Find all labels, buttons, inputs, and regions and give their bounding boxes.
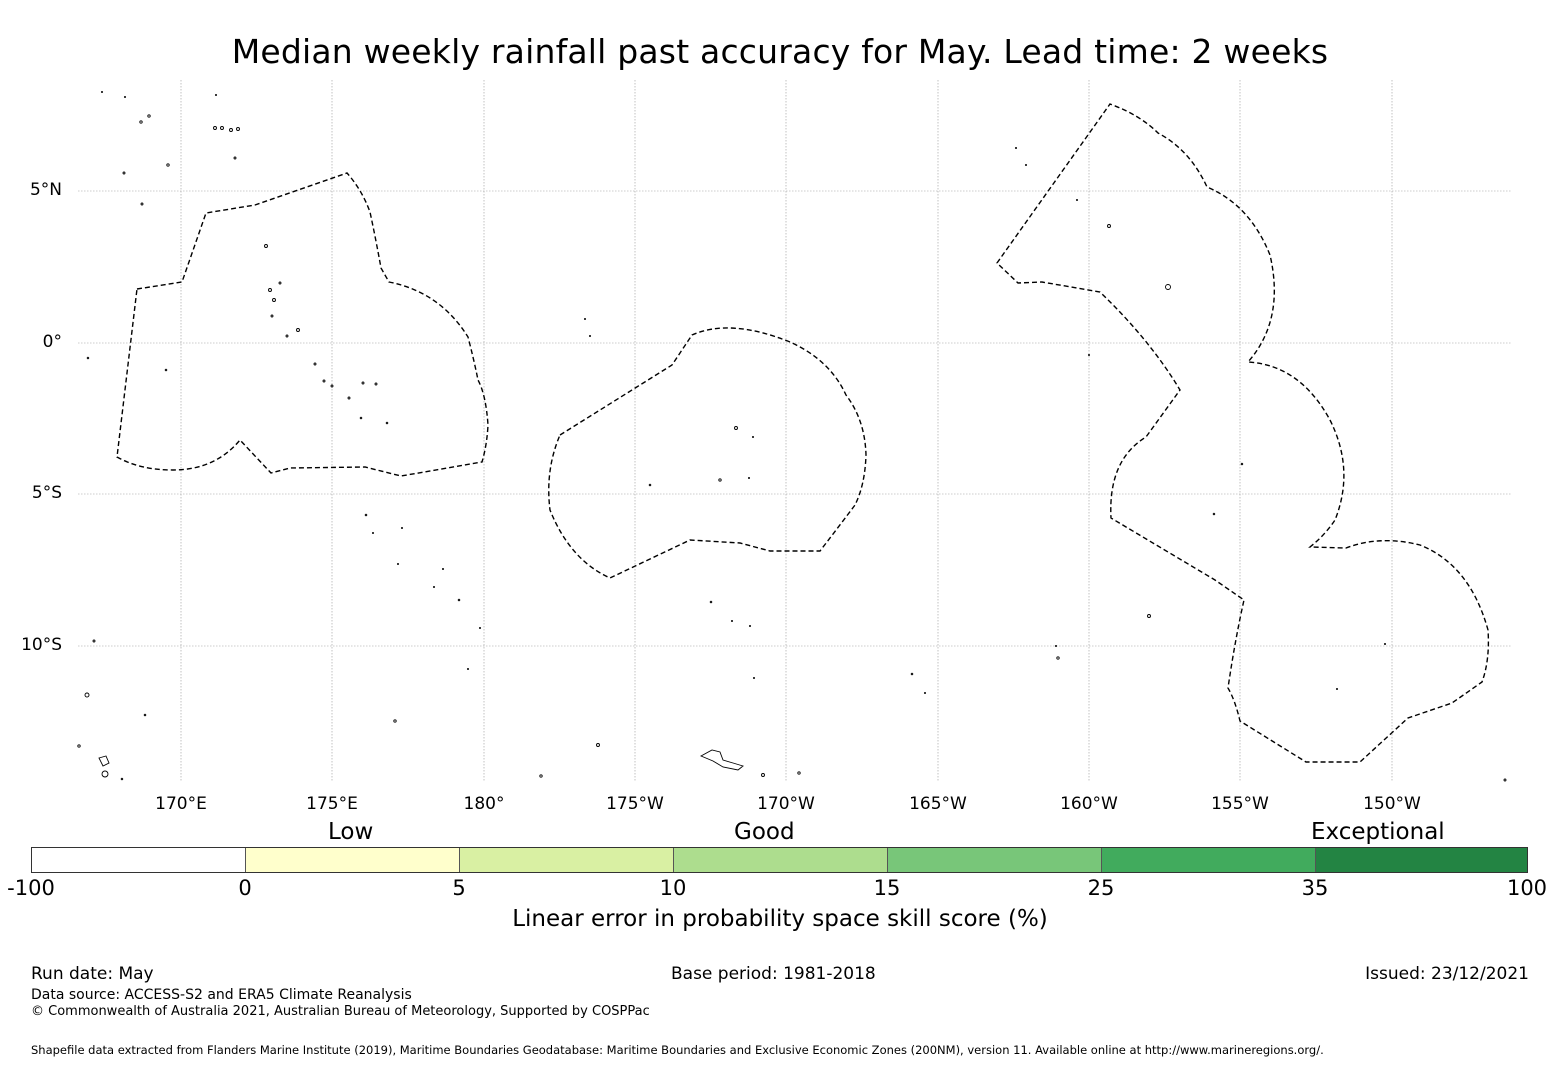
colorbar-tick: 5 [452,876,466,900]
colorbar-tick: 100 [1506,876,1548,900]
legend-category-exceptional: Exceptional [1311,819,1445,845]
legend-category-low: Low [328,819,374,845]
colorbar-segment [1102,848,1316,872]
colorbar-segment [888,848,1102,872]
colorbar-title: Linear error in probability space skill … [512,906,1048,932]
lon-label-150w: 150°W [1363,794,1421,814]
copyright-notice: © Commonwealth of Australia 2021, Austra… [31,1004,650,1019]
colorbar-tick: 10 [659,876,687,900]
colorbar-tick: 25 [1087,876,1115,900]
map-canvas [77,80,1512,782]
colorbar-tick: 0 [238,876,252,900]
lon-label-175e: 175°E [306,794,358,814]
islands [77,90,1507,782]
lon-label-180: 180° [463,794,505,814]
eez-boundary-central [548,327,867,579]
colorbar-tick: 35 [1301,876,1329,900]
lon-label-165w: 165°W [909,794,967,814]
base-period: Base period: 1981-2018 [671,964,876,984]
lat-label-5s: 5°S [31,483,62,503]
eez-boundary-east [996,103,1490,763]
gridlines [78,80,1512,782]
lat-label-5n: 5°N [29,180,62,200]
colorbar-segment [460,848,674,872]
colorbar-segment [246,848,460,872]
lat-label-10s: 10°S [21,635,62,655]
samoa-island [699,749,744,771]
issued-date: Issued: 23/12/2021 [1365,964,1529,984]
run-date: Run date: May [31,964,154,984]
lon-label-170e: 170°E [155,794,207,814]
colorbar [31,847,1528,873]
eez-boundary-west [116,172,489,477]
fiji-island [98,755,110,767]
shapefile-credit: Shapefile data extracted from Flanders M… [31,1043,1324,1057]
colorbar-tick: 15 [873,876,901,900]
data-source: Data source: ACCESS-S2 and ERA5 Climate … [31,987,412,1003]
lon-label-155w: 155°W [1211,794,1269,814]
lon-label-175w: 175°W [606,794,664,814]
colorbar-segment [32,848,246,872]
lon-label-160w: 160°W [1060,794,1118,814]
lon-label-170w: 170°W [757,794,815,814]
legend-category-good: Good [734,819,795,845]
colorbar-tick: -100 [7,876,55,900]
colorbar-segment [1316,848,1527,872]
map-title: Median weekly rainfall past accuracy for… [231,32,1329,71]
lat-label-0: 0° [42,332,62,352]
colorbar-segment [674,848,888,872]
